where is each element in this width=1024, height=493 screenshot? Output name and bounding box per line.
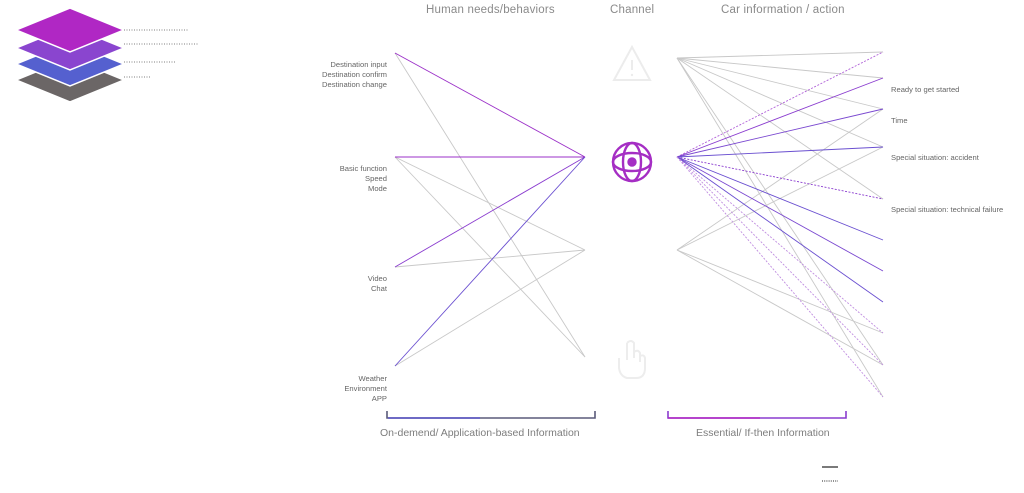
input-group-weather: Weather Environment APP <box>344 374 387 403</box>
input-group-video-chat: Video Chat <box>368 274 387 294</box>
input-group-basic-function: Basic function Speed Mode <box>340 164 387 193</box>
input-group-destination: Destination input Destination confirm De… <box>322 60 387 89</box>
touch-hand-icon <box>618 340 646 379</box>
warning-triangle-icon <box>612 44 652 81</box>
header-car-information: Car information / action <box>721 4 845 16</box>
input-label: Destination input <box>330 60 387 69</box>
output-ready: Ready to get started <box>891 85 960 94</box>
output-time: Time <box>891 116 908 125</box>
input-label: Weather <box>358 374 387 383</box>
output-technical-failure: Special situation: technical failure <box>891 205 1004 214</box>
left-connections <box>394 52 586 367</box>
footer-essential: Essential/ If-then Information <box>696 427 830 439</box>
footer-on-demand: On-demend/ Application-based Information <box>380 427 580 439</box>
input-label: Basic function <box>339 164 387 173</box>
input-label: Destination confirm <box>322 69 387 79</box>
header-human-needs: Human needs/behaviors <box>426 4 555 16</box>
input-label: APP <box>371 393 387 403</box>
eye-icon <box>611 141 653 183</box>
input-label: Destination change <box>321 79 387 89</box>
bracket-essential <box>667 411 847 419</box>
output-accident: Special situation: accident <box>891 153 979 162</box>
input-label: Mode <box>368 183 387 193</box>
layer-stack-icon <box>14 7 198 103</box>
input-label: Speed <box>365 173 387 183</box>
header-channel: Channel <box>610 4 655 16</box>
line-style-legend <box>822 466 838 482</box>
right-connections <box>676 51 884 398</box>
input-label: Environment <box>344 383 387 393</box>
input-label: Video <box>367 274 387 283</box>
input-label: Chat <box>370 283 387 293</box>
bracket-on-demand <box>386 411 596 419</box>
